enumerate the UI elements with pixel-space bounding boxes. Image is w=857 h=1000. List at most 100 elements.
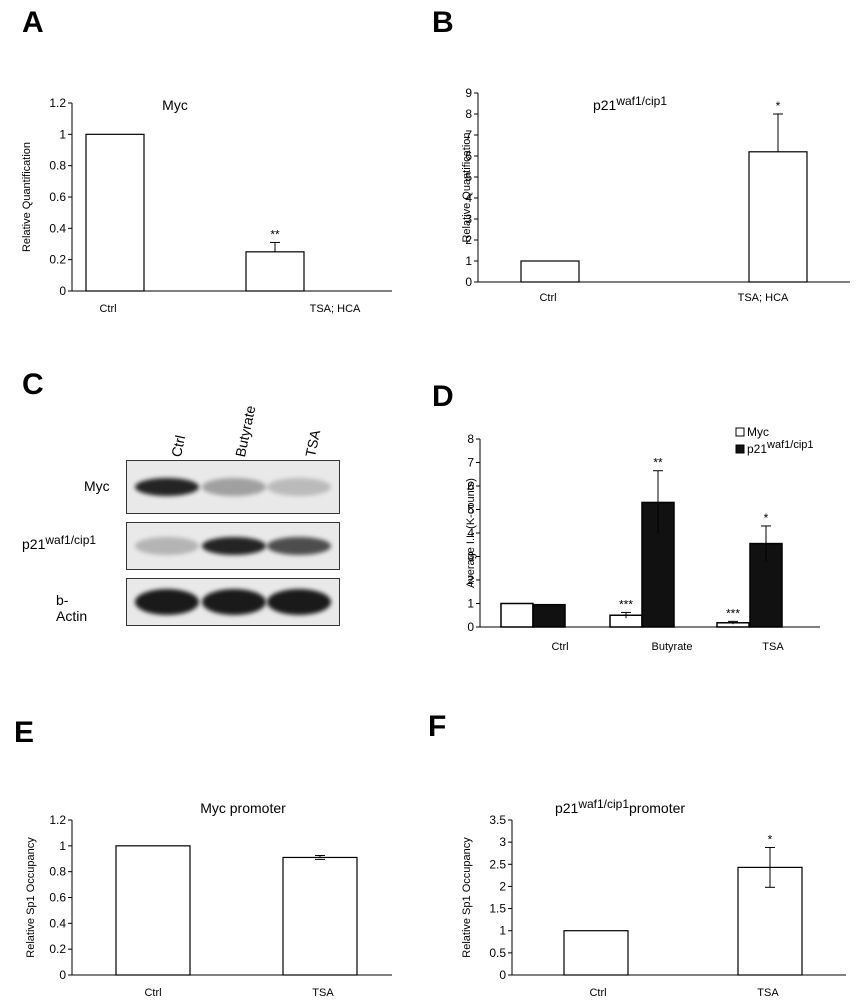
category-label: Butyrate (652, 641, 693, 653)
bar (282, 856, 358, 976)
blot-band (135, 478, 199, 496)
legend-label: Myc (747, 425, 769, 439)
category-label: Ctrl (539, 292, 556, 304)
bar (115, 845, 191, 976)
y-tick-label: 1 (467, 597, 474, 611)
significance-label: * (768, 832, 773, 846)
y-tick-label: 0 (59, 284, 66, 298)
y-tick-label: 2.5 (489, 857, 506, 871)
bar (532, 603, 566, 628)
bar (500, 602, 534, 628)
y-tick-label: 9 (465, 86, 472, 100)
y-tick-label: 8 (465, 107, 472, 121)
y-tick-label: 1 (59, 839, 66, 853)
legend-label: p21waf1/cip1 (747, 439, 814, 456)
bar (737, 866, 803, 976)
blot-row-label: b-Actin (56, 592, 88, 624)
legend-swatch (735, 427, 745, 437)
blot-lane-label: TSA (302, 428, 324, 459)
chart-title: Myc promoter (200, 800, 286, 816)
y-tick-label: 7 (465, 128, 472, 142)
y-tick-label: 1.2 (49, 96, 66, 110)
bar (748, 151, 808, 283)
chart-title: p21waf1/cip1promoter (555, 797, 685, 816)
blot-band (135, 537, 199, 555)
significance-label: * (776, 99, 781, 113)
y-tick-label: 0.8 (49, 865, 66, 879)
y-tick-label: 0.2 (49, 253, 66, 267)
bar (563, 930, 629, 976)
y-tick-label: 0.2 (49, 942, 66, 956)
bar (609, 614, 643, 628)
significance-label: ** (270, 227, 280, 241)
y-axis-label: Relative Sp1 Occupancy (461, 837, 473, 958)
y-tick-label: 2 (467, 573, 474, 587)
panel-letter-f: F (428, 710, 447, 743)
y-tick-label: 6 (467, 479, 474, 493)
blot-band (267, 478, 331, 496)
panel-letter-a: A (22, 6, 44, 39)
y-tick-label: 4 (465, 191, 472, 205)
blot-band (202, 537, 266, 555)
y-tick-label: 3 (467, 550, 474, 564)
y-tick-label: 6 (465, 149, 472, 163)
bar (641, 501, 675, 628)
significance-label: ** (653, 456, 663, 470)
bar (245, 251, 305, 292)
category-label: TSA (757, 987, 779, 999)
y-tick-label: 0 (499, 968, 506, 982)
panel-letter-d: D (432, 380, 454, 413)
significance-label: *** (619, 597, 633, 611)
legend-swatch (735, 444, 745, 454)
y-axis-label: Relative Quantification (461, 132, 473, 242)
y-tick-label: 7 (467, 456, 474, 470)
blot-strip-actin (126, 578, 340, 626)
category-label: TSA (762, 641, 784, 653)
y-tick-label: 3 (465, 212, 472, 226)
y-tick-label: 1.5 (489, 902, 506, 916)
y-tick-label: 0.8 (49, 159, 66, 173)
y-axis-label: Relative Sp1 Occupancy (25, 837, 37, 958)
category-label: TSA; HCA (738, 292, 789, 304)
y-tick-label: 3.5 (489, 813, 506, 827)
significance-label: * (764, 511, 769, 525)
bar (716, 622, 750, 628)
blot-band (202, 589, 266, 615)
y-tick-label: 0.4 (49, 916, 66, 930)
blot-row-label: Myc (84, 478, 110, 494)
blot-band (267, 589, 331, 615)
blot-band (202, 478, 266, 496)
y-tick-label: 1 (59, 127, 66, 141)
y-tick-label: 0.5 (489, 946, 506, 960)
blot-lane-label: Ctrl (168, 433, 189, 459)
y-tick-label: 0.4 (49, 221, 66, 235)
y-tick-label: 2 (465, 233, 472, 247)
category-label: TSA; HCA (310, 303, 361, 315)
category-label: Ctrl (551, 641, 568, 653)
blot-strip-p21 (126, 522, 340, 570)
y-tick-label: 0.6 (49, 190, 66, 204)
y-tick-label: 2 (499, 879, 506, 893)
blot-lane-label: Butyrate (232, 403, 259, 459)
y-tick-label: 0.6 (49, 891, 66, 905)
bar (85, 133, 145, 292)
significance-label: *** (726, 606, 740, 620)
y-tick-label: 5 (467, 503, 474, 517)
blot-band (267, 537, 331, 555)
bar (520, 260, 580, 283)
y-tick-label: 3 (499, 835, 506, 849)
y-tick-label: 1.2 (49, 813, 66, 827)
category-label: Ctrl (589, 987, 606, 999)
category-label: TSA (312, 987, 334, 999)
y-tick-label: 1 (465, 254, 472, 268)
y-tick-label: 8 (467, 432, 474, 446)
y-tick-label: 0 (59, 968, 66, 982)
panel-letter-c: C (22, 368, 44, 401)
bar (749, 542, 783, 628)
category-label: Ctrl (99, 303, 116, 315)
y-tick-label: 0 (465, 275, 472, 289)
y-axis-label: Relative Quantification (21, 142, 33, 252)
blot-band (135, 589, 199, 615)
category-label: Ctrl (144, 987, 161, 999)
panel-letter-b: B (432, 6, 454, 39)
